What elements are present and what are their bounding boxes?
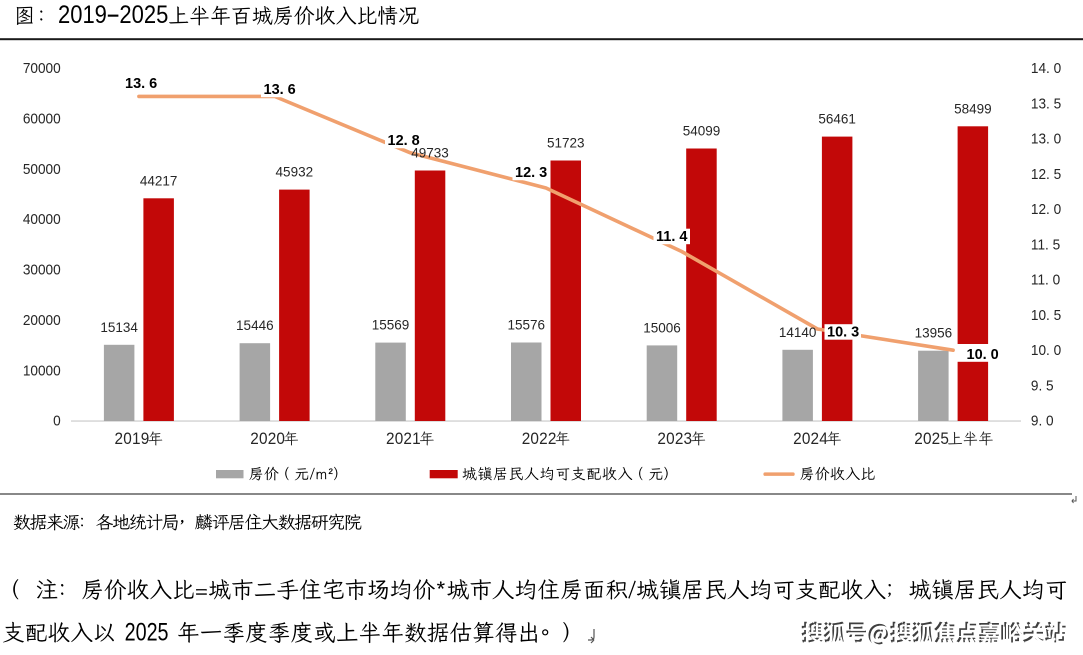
svg-text:10. 5: 10. 5 <box>1031 307 1061 323</box>
svg-text:11. 4: 11. 4 <box>656 229 687 245</box>
svg-text:44217: 44217 <box>140 173 178 188</box>
svg-text:56461: 56461 <box>818 112 856 127</box>
svg-text:13. 6: 13. 6 <box>264 82 296 98</box>
svg-text:10000: 10000 <box>23 362 61 378</box>
svg-text:2024: 2024 <box>793 431 828 449</box>
svg-text:60000: 60000 <box>23 110 61 126</box>
svg-text:2019: 2019 <box>58 1 107 29</box>
svg-text:15576: 15576 <box>507 318 545 333</box>
svg-text:15134: 15134 <box>100 320 138 335</box>
svg-text:13. 0: 13. 0 <box>1031 130 1061 146</box>
svg-text:2021: 2021 <box>386 431 421 449</box>
svg-text:12. 0: 12. 0 <box>1031 201 1061 217</box>
svg-text:2025: 2025 <box>125 618 169 646</box>
svg-text:0: 0 <box>53 412 61 428</box>
svg-text:15446: 15446 <box>236 318 274 333</box>
svg-text:2019: 2019 <box>115 431 150 449</box>
svg-text:15569: 15569 <box>372 318 410 333</box>
svg-text:11. 0: 11. 0 <box>1031 271 1060 287</box>
svg-text:10. 3: 10. 3 <box>827 325 859 341</box>
svg-text:13. 6: 13. 6 <box>125 76 157 92</box>
svg-text:2023: 2023 <box>657 431 692 449</box>
svg-text:14. 0: 14. 0 <box>1031 60 1061 76</box>
svg-text:11. 5: 11. 5 <box>1031 236 1060 252</box>
svg-text:2022: 2022 <box>522 431 557 449</box>
svg-text:2025: 2025 <box>914 431 949 449</box>
svg-text:10. 0: 10. 0 <box>967 347 999 363</box>
svg-text:13956: 13956 <box>915 326 953 341</box>
svg-text:12. 8: 12. 8 <box>388 133 420 149</box>
svg-text:15006: 15006 <box>643 320 681 335</box>
svg-text:9. 0: 9. 0 <box>1031 412 1054 428</box>
svg-text:14140: 14140 <box>779 325 817 340</box>
svg-text:58499: 58499 <box>954 101 992 116</box>
svg-text:51723: 51723 <box>547 135 585 150</box>
svg-text:13. 5: 13. 5 <box>1031 95 1061 111</box>
svg-text:30000: 30000 <box>23 261 61 277</box>
svg-text:50000: 50000 <box>23 160 61 176</box>
svg-text:10. 0: 10. 0 <box>1031 342 1061 358</box>
svg-text:2020: 2020 <box>250 431 285 449</box>
svg-text:20000: 20000 <box>23 312 61 328</box>
svg-text:12. 5: 12. 5 <box>1031 166 1061 182</box>
svg-text:54099: 54099 <box>683 124 721 139</box>
svg-text:49733: 49733 <box>411 145 449 160</box>
svg-text:12. 3: 12. 3 <box>515 165 547 181</box>
svg-text:9. 5: 9. 5 <box>1031 377 1054 393</box>
svg-text:2025: 2025 <box>119 1 168 29</box>
svg-text:40000: 40000 <box>23 211 61 227</box>
svg-text:70000: 70000 <box>23 60 61 76</box>
svg-text:45932: 45932 <box>276 165 314 180</box>
